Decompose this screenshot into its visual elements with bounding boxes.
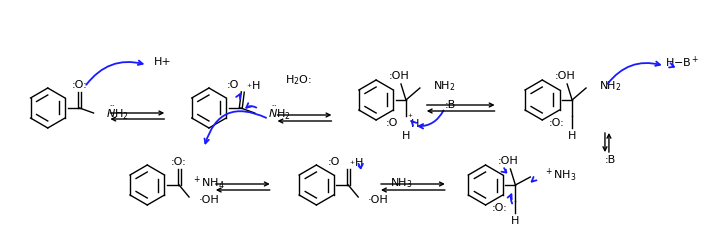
Text: NH$_3$: NH$_3$ [390,176,413,190]
Text: :O: :O [386,118,398,128]
Text: :O:: :O: [549,118,564,128]
Text: :B: :B [605,155,616,165]
Text: :OH: :OH [498,156,519,166]
Text: $^+$: $^+$ [406,112,413,121]
Text: NH$_2$: NH$_2$ [599,79,622,93]
Text: $^+$: $^+$ [348,159,356,168]
Text: H$_2$O:: H$_2$O: [285,73,312,87]
Text: H+: H+ [154,57,172,67]
Text: $^+$: $^+$ [245,82,253,91]
Text: :O:: :O: [491,203,508,213]
Text: $^+$NH$_3$: $^+$NH$_3$ [544,166,577,183]
Text: NH$_2$: NH$_2$ [433,79,455,93]
Text: :O:: :O: [171,157,187,167]
Text: :O: :O [227,80,239,90]
Text: $^+$NH$_4$: $^+$NH$_4$ [192,174,225,191]
Text: H: H [252,81,260,91]
Text: $\ddot{N}$H$_2$: $\ddot{N}$H$_2$ [106,104,130,122]
Text: :B: :B [445,100,456,110]
Text: $\ddot{N}$H$_2$: $\ddot{N}$H$_2$ [268,104,290,122]
Text: :O:: :O: [72,80,88,90]
Text: ·OH: ·OH [199,195,219,205]
Text: :OH: :OH [555,71,576,81]
Text: :O: :O [328,157,341,167]
Text: H$-$B$^+$: H$-$B$^+$ [665,54,700,70]
Text: H: H [355,158,364,168]
Text: H: H [511,216,520,226]
Text: H: H [568,131,576,141]
Text: H: H [411,119,419,129]
Text: ·OH: ·OH [368,195,389,205]
Text: H: H [401,131,410,141]
Text: :OH: :OH [389,71,409,81]
